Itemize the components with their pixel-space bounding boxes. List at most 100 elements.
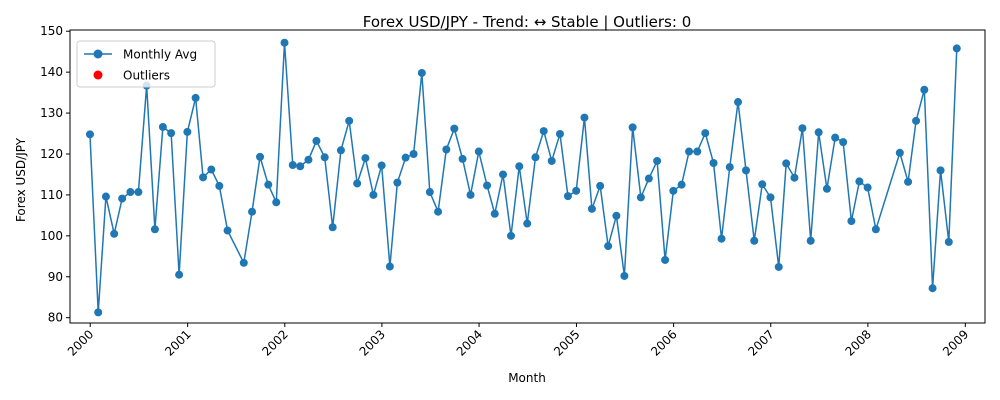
data-point-monthly-avg (944, 237, 953, 246)
data-point-monthly-avg (417, 68, 426, 77)
y-tick-label: 150 (40, 24, 63, 38)
data-point-monthly-avg (118, 194, 127, 203)
data-point-monthly-avg (863, 183, 872, 192)
data-point-monthly-avg (822, 184, 831, 193)
data-point-monthly-avg (434, 207, 443, 216)
data-point-monthly-avg (215, 181, 224, 190)
x-tick-label: 2000 (65, 327, 96, 358)
data-point-monthly-avg (580, 113, 589, 122)
data-point-monthly-avg (304, 155, 313, 164)
data-point-monthly-avg (239, 258, 248, 267)
x-tick-label: 2007 (745, 327, 776, 358)
data-point-monthly-avg (507, 231, 515, 240)
data-point-monthly-avg (725, 163, 734, 172)
legend: Monthly Avg Outliers (76, 40, 216, 88)
data-point-monthly-avg (361, 154, 370, 163)
data-point-monthly-avg (612, 211, 621, 220)
data-point-monthly-avg (644, 174, 653, 183)
data-point-monthly-avg (596, 181, 605, 190)
y-tick-label: 140 (40, 65, 63, 79)
data-point-monthly-avg (782, 159, 791, 168)
data-point-monthly-avg (539, 127, 548, 136)
data-point-monthly-avg (126, 188, 135, 197)
data-point-monthly-avg (101, 192, 110, 201)
data-point-monthly-avg (855, 177, 864, 186)
data-point-monthly-avg (353, 179, 362, 188)
data-point-monthly-avg (766, 193, 775, 202)
data-point-monthly-avg (425, 188, 434, 197)
x-axis-label: Month (508, 371, 546, 385)
x-tick-label: 2001 (162, 327, 193, 358)
data-point-monthly-avg (701, 129, 710, 138)
data-point-monthly-avg (669, 186, 678, 195)
legend-marker-monthly-avg (93, 49, 103, 59)
data-point-monthly-avg (401, 153, 410, 162)
data-point-monthly-avg (677, 180, 686, 189)
data-point-monthly-avg (183, 127, 192, 136)
data-point-monthly-avg (474, 147, 483, 156)
data-point-monthly-avg (563, 192, 572, 201)
legend-box (76, 40, 216, 88)
data-point-monthly-avg (523, 219, 532, 228)
data-point-monthly-avg (806, 236, 815, 245)
data-point-monthly-avg (450, 124, 459, 133)
data-point-monthly-avg (547, 156, 556, 165)
data-point-monthly-avg (774, 262, 783, 271)
x-tick-label: 2003 (357, 327, 388, 358)
data-point-monthly-avg (158, 122, 167, 131)
data-point-monthly-avg (345, 116, 354, 125)
data-point-monthly-avg (288, 161, 297, 170)
data-point-monthly-avg (847, 217, 856, 226)
data-point-monthly-avg (742, 166, 750, 175)
x-tick-label: 2009 (940, 327, 971, 358)
data-point-monthly-avg (458, 154, 467, 163)
data-point-monthly-avg (531, 153, 540, 162)
data-point-monthly-avg (904, 177, 913, 186)
y-tick-label: 100 (40, 229, 63, 243)
data-point-monthly-avg (94, 308, 103, 317)
data-point-monthly-avg (685, 147, 694, 156)
data-point-monthly-avg (377, 161, 386, 170)
data-point-monthly-avg (312, 136, 321, 145)
y-tick-label: 110 (40, 188, 63, 202)
plot-area (85, 38, 961, 317)
data-point-monthly-avg (110, 229, 119, 238)
data-point-monthly-avg (150, 225, 159, 234)
data-point-monthly-avg (248, 207, 257, 216)
data-point-monthly-avg (709, 159, 718, 167)
x-tick-label: 2004 (454, 327, 485, 358)
data-point-monthly-avg (587, 204, 596, 213)
data-point-monthly-avg (490, 209, 499, 218)
data-point-monthly-avg (555, 129, 564, 138)
chart-title: Forex USD/JPY - Trend: ↔ Stable | Outlie… (363, 13, 692, 31)
data-point-monthly-avg (167, 129, 176, 138)
data-point-monthly-avg (604, 242, 613, 251)
data-point-monthly-avg (175, 270, 184, 279)
data-point-monthly-avg (515, 162, 524, 171)
data-point-monthly-avg (336, 146, 345, 155)
data-point-monthly-avg (758, 180, 767, 189)
data-point-monthly-avg (693, 147, 702, 156)
y-axis-label: Forex USD/JPY (14, 137, 28, 222)
data-point-monthly-avg (409, 149, 418, 158)
x-tick-label: 2005 (551, 327, 582, 358)
data-point-monthly-avg (628, 123, 637, 132)
data-point-monthly-avg (831, 133, 840, 142)
data-point-monthly-avg (839, 138, 848, 147)
data-point-monthly-avg (369, 190, 378, 199)
y-tick-label: 80 (48, 311, 63, 325)
data-point-monthly-avg (734, 98, 743, 107)
data-point-monthly-avg (750, 236, 759, 245)
data-point-monthly-avg (134, 188, 143, 197)
data-point-monthly-avg (936, 166, 945, 175)
data-point-monthly-avg (466, 190, 475, 199)
data-point-monthly-avg (661, 255, 670, 264)
data-point-monthly-avg (296, 162, 305, 171)
data-point-monthly-avg (223, 226, 232, 235)
x-tick-label: 2006 (648, 327, 679, 358)
legend-label-outliers: Outliers (123, 69, 170, 83)
data-point-monthly-avg (920, 85, 929, 94)
x-tick-label: 2008 (843, 327, 874, 358)
data-point-monthly-avg (717, 234, 726, 243)
data-point-monthly-avg (798, 124, 807, 133)
